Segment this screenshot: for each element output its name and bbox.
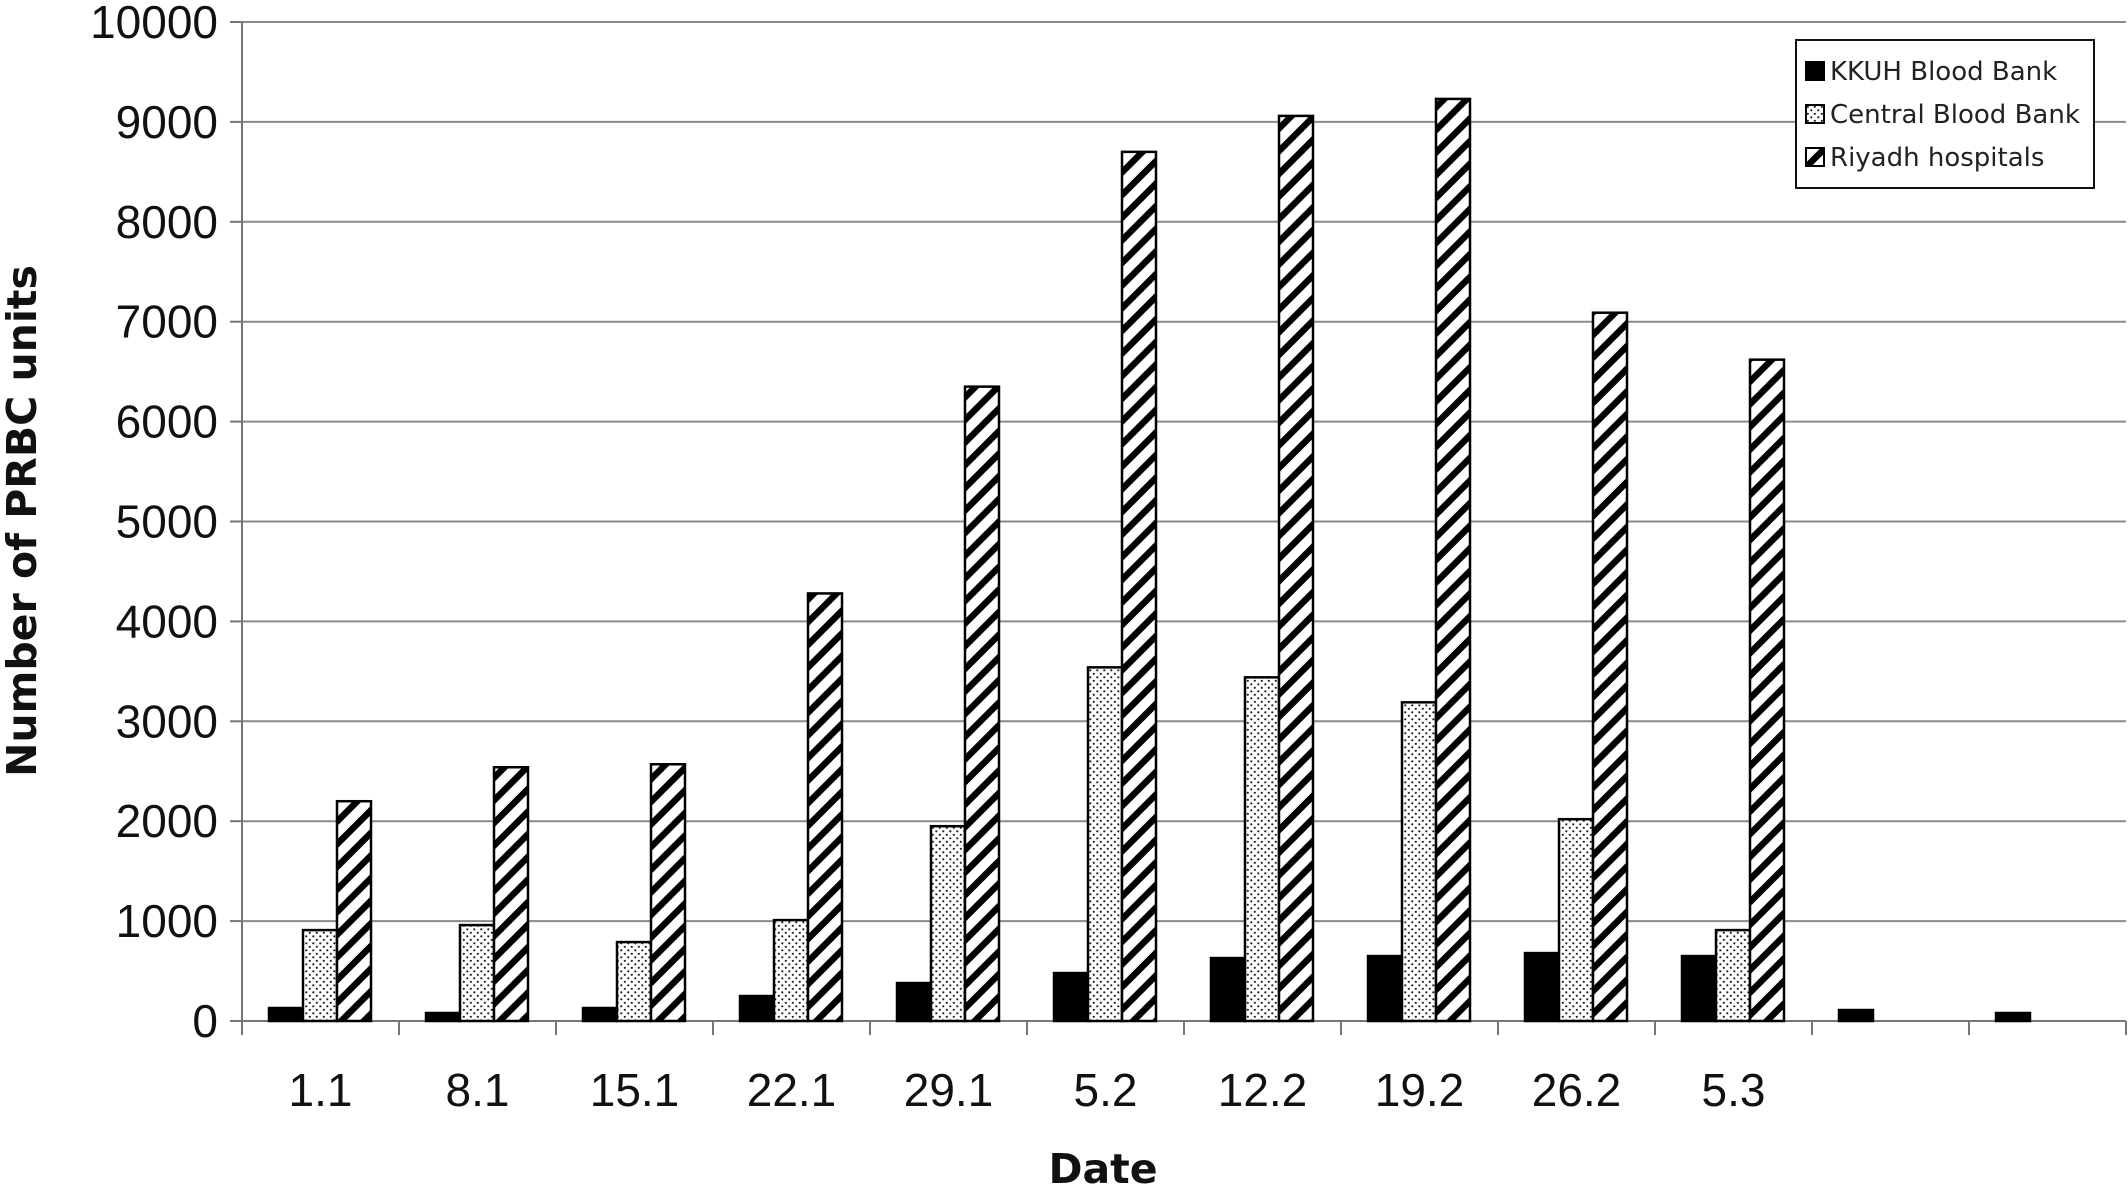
bar xyxy=(1994,1011,2032,1023)
y-tick-label: 4000 xyxy=(116,595,218,647)
tick-labels: 0 1000 2000 3000 4000 5000 6000 7000 8000 9000 100… xyxy=(90,0,1765,1116)
x-axis-title: Date xyxy=(1048,1145,1157,1193)
y-tick-label: 0 xyxy=(192,995,218,1047)
x-tick-label: 5.2 xyxy=(1074,1064,1138,1116)
x-tick-label: 26.2 xyxy=(1532,1064,1622,1116)
y-tick-label: 8000 xyxy=(116,196,218,248)
x-tick-label: 15.1 xyxy=(590,1064,680,1116)
bar xyxy=(615,940,653,1023)
axes xyxy=(230,21,2127,1035)
bar xyxy=(806,592,844,1023)
bar xyxy=(1748,358,1786,1023)
bar xyxy=(1680,954,1718,1023)
y-tick-label: 3000 xyxy=(116,695,218,747)
bar xyxy=(424,1011,462,1023)
legend-label: KKUH Blood Bank xyxy=(1830,57,2057,87)
y-tick-label: 2000 xyxy=(116,795,218,847)
bar xyxy=(649,763,687,1023)
bar xyxy=(1400,701,1438,1023)
bar xyxy=(1052,971,1090,1023)
x-tick-label: 19.2 xyxy=(1375,1064,1465,1116)
x-tick-label: 12.2 xyxy=(1218,1064,1308,1116)
bar xyxy=(738,994,776,1023)
bar xyxy=(1557,817,1595,1023)
bar xyxy=(581,1006,619,1023)
x-tick-label: 22.1 xyxy=(747,1064,837,1116)
bar xyxy=(1243,676,1281,1023)
bar xyxy=(1120,150,1158,1023)
bars xyxy=(267,97,2032,1023)
bar xyxy=(772,918,810,1023)
bar xyxy=(301,928,339,1023)
legend-swatch xyxy=(1805,147,1825,167)
bar xyxy=(1714,928,1752,1023)
x-tick-label: 8.1 xyxy=(446,1064,510,1116)
x-tick-label: 29.1 xyxy=(904,1064,994,1116)
bar xyxy=(1209,956,1247,1023)
bar xyxy=(1591,311,1629,1023)
legend-box xyxy=(1795,39,2095,189)
bar xyxy=(1434,97,1472,1023)
y-tick-label: 9000 xyxy=(116,96,218,148)
y-tick-label: 7000 xyxy=(116,296,218,348)
bar xyxy=(267,1006,305,1023)
bar xyxy=(895,981,933,1023)
bar xyxy=(963,385,1001,1023)
bar xyxy=(1366,954,1404,1023)
y-tick-label: 1000 xyxy=(116,895,218,947)
y-tick-label: 5000 xyxy=(116,496,218,548)
bar xyxy=(492,766,530,1023)
legend-label: Riyadh hospitals xyxy=(1830,143,2044,173)
bar xyxy=(1837,1008,1875,1023)
legend-swatch xyxy=(1805,61,1825,81)
x-tick-label: 1.1 xyxy=(289,1064,353,1116)
x-tick-label: 5.3 xyxy=(1702,1064,1766,1116)
bar xyxy=(458,923,496,1023)
legend-label: Central Blood Bank xyxy=(1830,100,2080,130)
legend: KKUH Blood Bank Central Blood Bank Riyadh … xyxy=(1795,39,2095,189)
bar xyxy=(1523,951,1561,1023)
bar xyxy=(335,799,373,1023)
bar xyxy=(1086,666,1124,1023)
y-tick-label: 10000 xyxy=(90,0,218,48)
bar xyxy=(1277,114,1315,1023)
gridlines xyxy=(242,21,2126,923)
y-tick-label: 6000 xyxy=(116,396,218,448)
legend-swatch xyxy=(1805,104,1825,124)
bar xyxy=(929,824,967,1023)
y-axis-title: Number of PRBC units xyxy=(0,265,46,777)
